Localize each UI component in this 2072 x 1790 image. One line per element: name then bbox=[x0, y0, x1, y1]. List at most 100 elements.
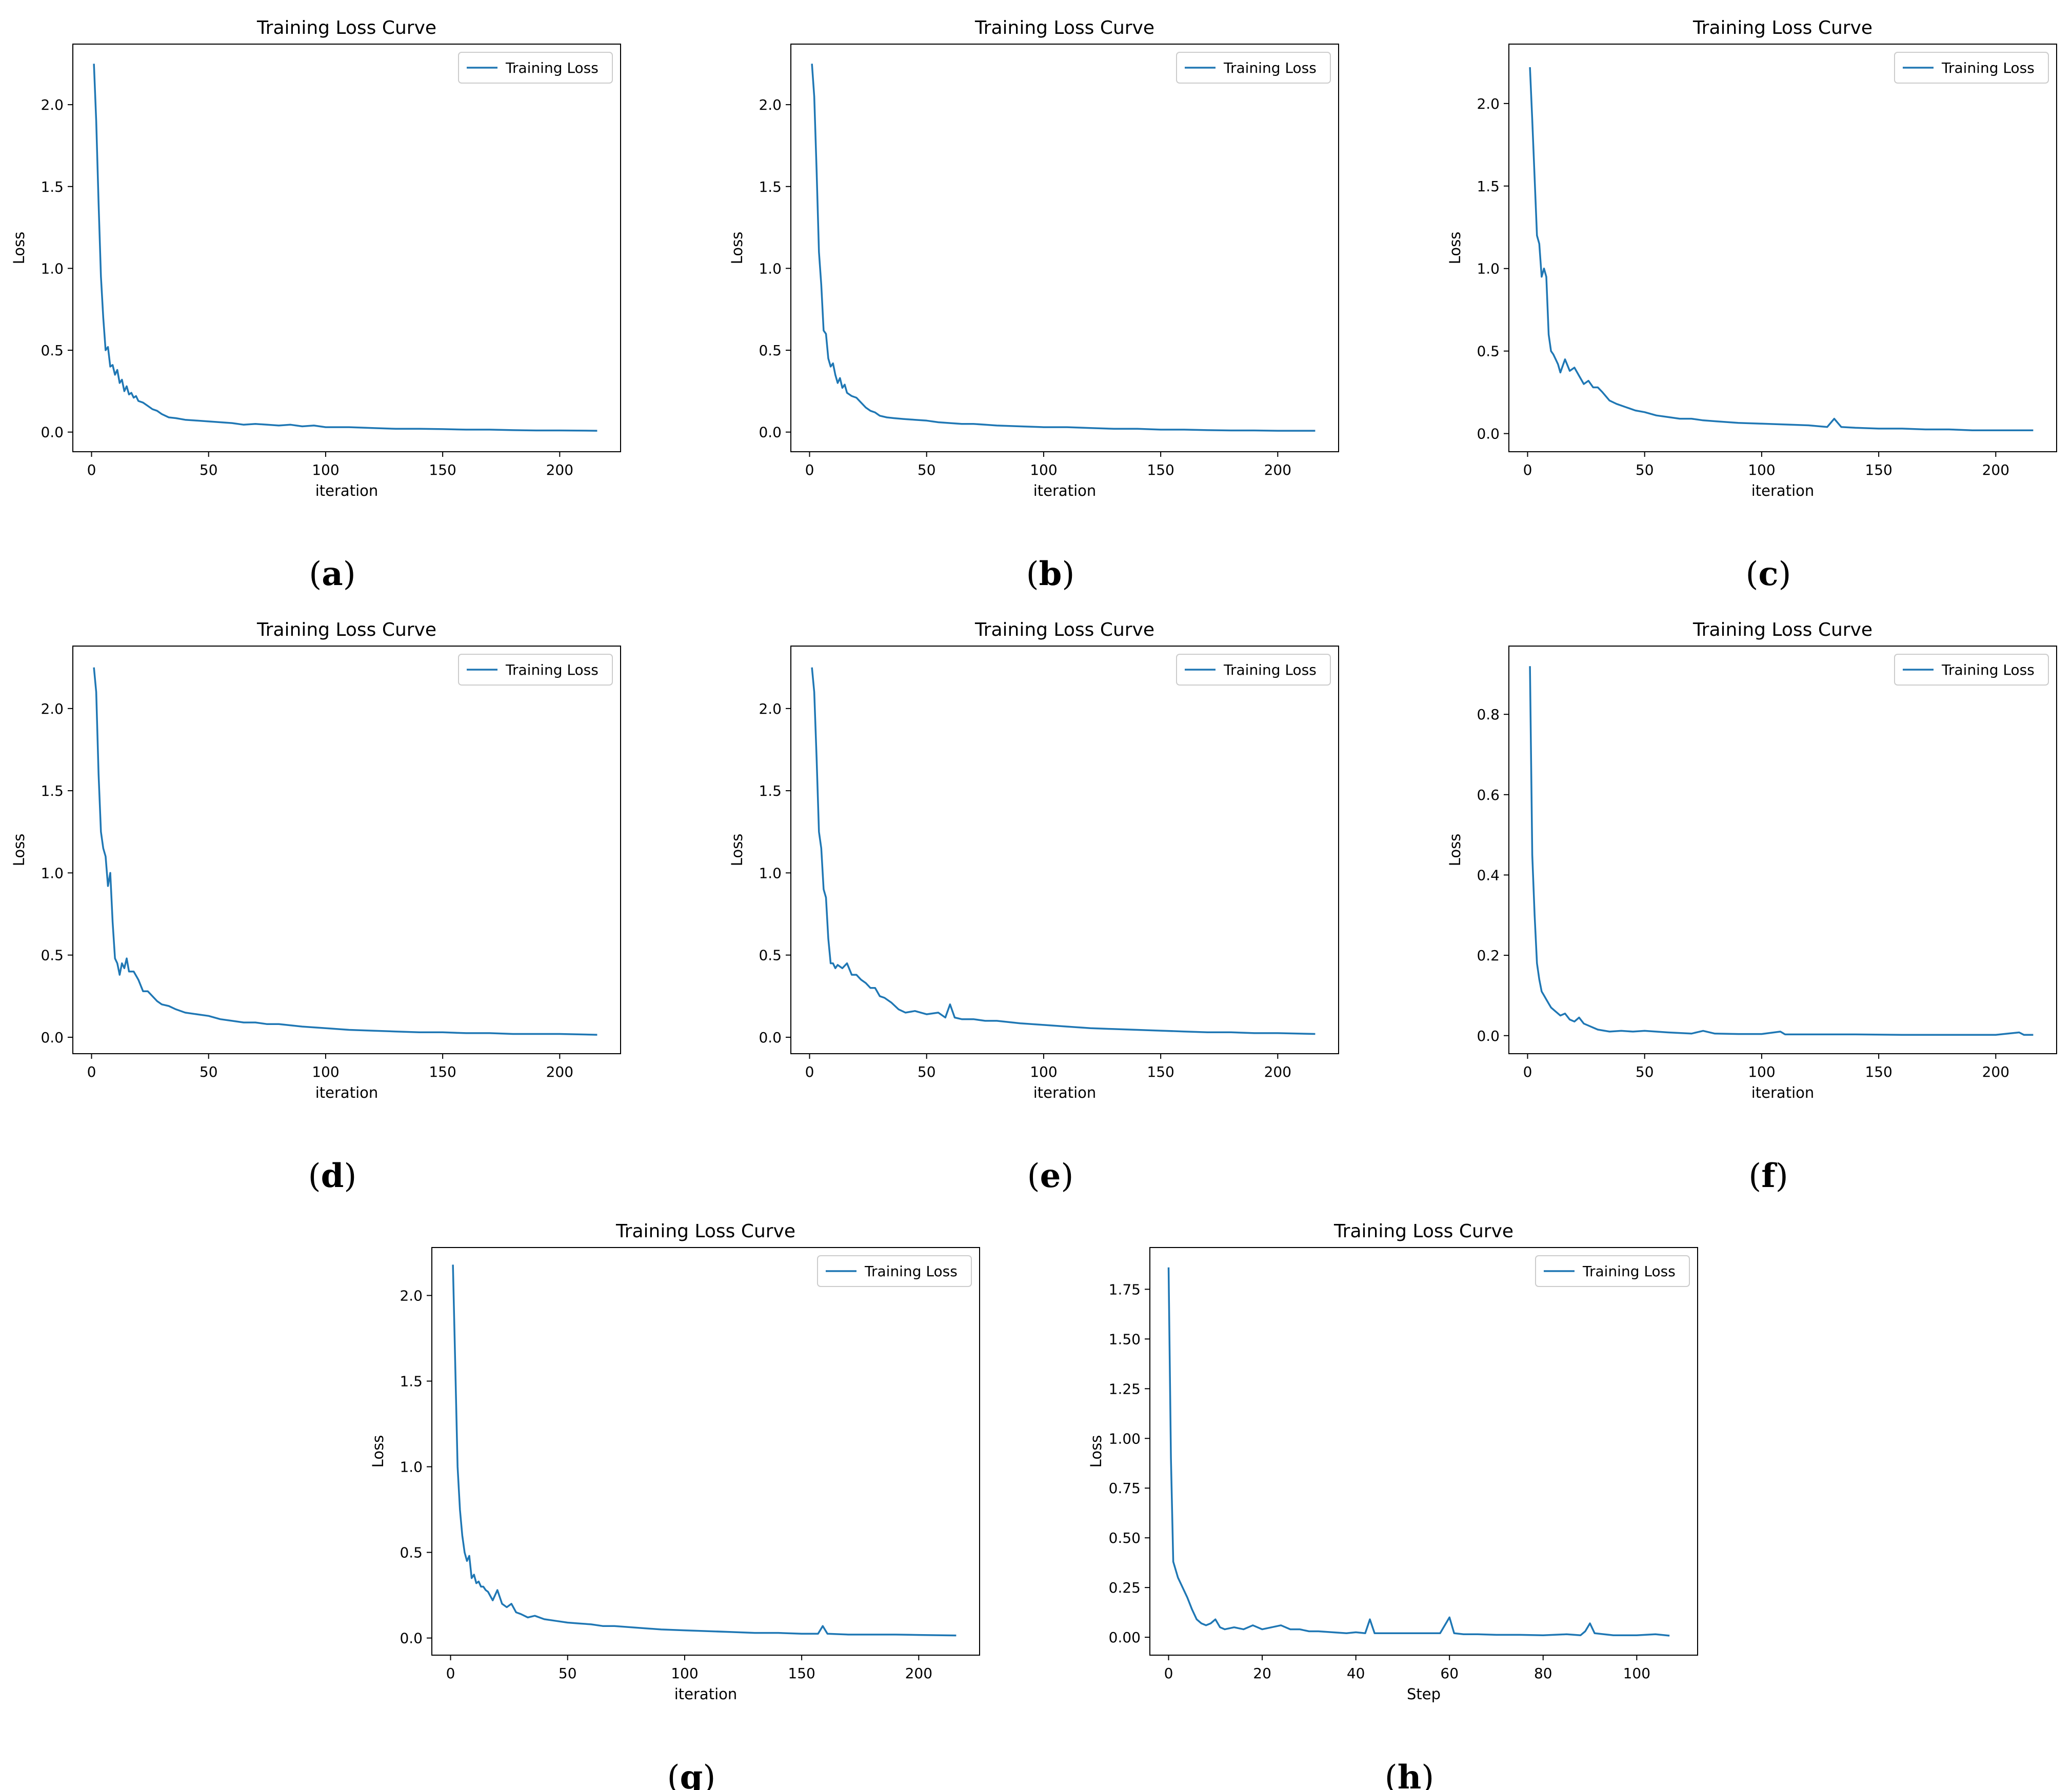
legend: Training Loss bbox=[458, 654, 613, 686]
legend: Training Loss bbox=[1894, 52, 2049, 84]
x-tick-label: 50 bbox=[1636, 461, 1654, 478]
x-tick-label: 100 bbox=[671, 1665, 698, 1682]
chart-title: Training Loss Curve bbox=[1333, 1221, 1513, 1242]
y-tick-label: 1.75 bbox=[1109, 1281, 1141, 1298]
y-tick-label: 0.5 bbox=[41, 947, 64, 964]
x-tick-label: 80 bbox=[1534, 1665, 1552, 1682]
y-tick-label: 0.00 bbox=[1109, 1629, 1141, 1646]
plot-frame bbox=[1508, 646, 2057, 1054]
legend-label: Training Loss bbox=[1223, 661, 1317, 678]
training-loss-line bbox=[93, 667, 597, 1036]
y-tick-label: 1.5 bbox=[400, 1373, 423, 1390]
panel-caption: (a) bbox=[309, 555, 355, 593]
chart-title: Training Loss Curve bbox=[974, 17, 1154, 38]
legend-label: Training Loss bbox=[864, 1263, 958, 1280]
x-tick-label: 150 bbox=[1147, 1063, 1174, 1080]
legend-box bbox=[458, 654, 613, 686]
legend-box bbox=[1176, 52, 1331, 84]
x-tick-label: 100 bbox=[312, 1063, 339, 1080]
legend: Training Loss bbox=[458, 52, 613, 84]
x-tick-label: 60 bbox=[1440, 1665, 1459, 1682]
y-tick-label: 1.5 bbox=[41, 178, 64, 195]
chart-panel-b: Training Loss Curve 0 50 100 150 200 0.0 0.5 1.0… bbox=[728, 17, 1339, 593]
y-tick-label: 0.0 bbox=[759, 1029, 782, 1046]
legend: Training Loss bbox=[1535, 1255, 1690, 1287]
x-tick-label: 200 bbox=[1982, 1063, 2009, 1080]
y-tick-label: 0.5 bbox=[759, 342, 782, 359]
y-tick-label: 1.25 bbox=[1109, 1380, 1141, 1397]
x-axis-label: iteration bbox=[315, 1084, 378, 1101]
panel-caption: (c) bbox=[1746, 555, 1791, 593]
x-tick-label: 100 bbox=[1748, 1063, 1775, 1080]
y-tick-label: 0.8 bbox=[1477, 706, 1500, 723]
x-tick-label: 150 bbox=[1147, 461, 1174, 478]
x-tick-label: 0 bbox=[1523, 461, 1532, 478]
y-tick-label: 0.0 bbox=[41, 1029, 64, 1046]
x-tick-label: 200 bbox=[546, 1063, 573, 1080]
panel-caption: (d) bbox=[308, 1157, 357, 1195]
x-tick-label: 20 bbox=[1253, 1665, 1271, 1682]
x-tick-label: 0 bbox=[446, 1665, 455, 1682]
y-tick-label: 1.5 bbox=[41, 782, 64, 799]
x-tick-label: 100 bbox=[1623, 1665, 1650, 1682]
legend-box bbox=[1176, 654, 1331, 686]
chart-panel-a: Training Loss Curve 0 50 100 150 200 0.0 0.5 1.0… bbox=[10, 17, 621, 593]
legend-box bbox=[458, 52, 613, 84]
training-loss-line bbox=[1167, 1267, 1670, 1637]
y-tick-label: 0.75 bbox=[1109, 1480, 1141, 1497]
y-tick-label: 2.0 bbox=[400, 1288, 423, 1304]
x-axis-label: iteration bbox=[1751, 1084, 1815, 1101]
training-loss-line bbox=[811, 64, 1316, 432]
y-tick-label: 0.5 bbox=[41, 342, 64, 359]
plot-frame bbox=[1149, 1247, 1698, 1656]
x-tick-label: 200 bbox=[1264, 1063, 1291, 1080]
y-axis-label: Loss bbox=[1446, 834, 1464, 867]
legend: Training Loss bbox=[817, 1255, 972, 1287]
x-axis-label: iteration bbox=[1033, 482, 1097, 499]
training-loss-line bbox=[1529, 67, 2034, 431]
legend-label: Training Loss bbox=[505, 59, 599, 76]
y-tick-label: 2.0 bbox=[41, 700, 64, 717]
plot-frame bbox=[431, 1247, 980, 1656]
x-tick-label: 100 bbox=[1748, 461, 1775, 478]
legend-label: Training Loss bbox=[1941, 661, 2035, 678]
y-tick-label: 0.2 bbox=[1477, 947, 1500, 964]
x-tick-label: 150 bbox=[1865, 461, 1892, 478]
legend-box bbox=[1535, 1255, 1690, 1287]
y-tick-label: 1.00 bbox=[1109, 1430, 1141, 1447]
panel-caption-letter: d bbox=[321, 1157, 344, 1195]
training-loss-line bbox=[93, 64, 597, 432]
y-tick-label: 1.5 bbox=[759, 782, 782, 799]
y-tick-label: 0.5 bbox=[1477, 343, 1500, 360]
legend-box bbox=[1894, 52, 2049, 84]
legend-label: Training Loss bbox=[1941, 59, 2035, 76]
panel-caption-letter: g bbox=[680, 1758, 703, 1790]
x-tick-label: 40 bbox=[1347, 1665, 1365, 1682]
legend: Training Loss bbox=[1176, 654, 1331, 686]
x-tick-label: 150 bbox=[788, 1665, 815, 1682]
y-tick-label: 0.50 bbox=[1109, 1530, 1141, 1546]
y-tick-label: 0.5 bbox=[759, 947, 782, 964]
x-tick-label: 50 bbox=[918, 1063, 936, 1080]
chart-panel-e: Training Loss Curve 0 50 100 150 200 0.0 0.5 1.0… bbox=[728, 619, 1339, 1195]
x-tick-label: 100 bbox=[1030, 461, 1057, 478]
panel-caption: (e) bbox=[1027, 1157, 1074, 1195]
panel-caption-letter: b bbox=[1039, 555, 1062, 593]
y-axis-label: Loss bbox=[728, 834, 746, 867]
x-tick-label: 0 bbox=[87, 461, 96, 478]
plot-frame bbox=[790, 44, 1339, 452]
chart-title: Training Loss Curve bbox=[615, 1221, 795, 1242]
y-tick-label: 1.0 bbox=[1477, 260, 1500, 277]
panel-caption-letter: f bbox=[1761, 1157, 1777, 1195]
y-tick-label: 1.0 bbox=[400, 1459, 423, 1476]
y-tick-label: 0.0 bbox=[759, 424, 782, 441]
chart-panel-h: Training Loss Curve 0 20 40 60 80 100 0.00 0.25 0… bbox=[1087, 1221, 1698, 1790]
y-axis-label: Loss bbox=[369, 1435, 387, 1468]
chart-title: Training Loss Curve bbox=[1692, 619, 1872, 640]
y-tick-label: 0.0 bbox=[1477, 1028, 1500, 1044]
x-axis-label: iteration bbox=[1033, 1084, 1097, 1101]
x-tick-label: 0 bbox=[805, 461, 814, 478]
x-tick-label: 200 bbox=[546, 461, 573, 478]
y-axis-label: Loss bbox=[10, 834, 28, 867]
x-tick-label: 50 bbox=[559, 1665, 577, 1682]
